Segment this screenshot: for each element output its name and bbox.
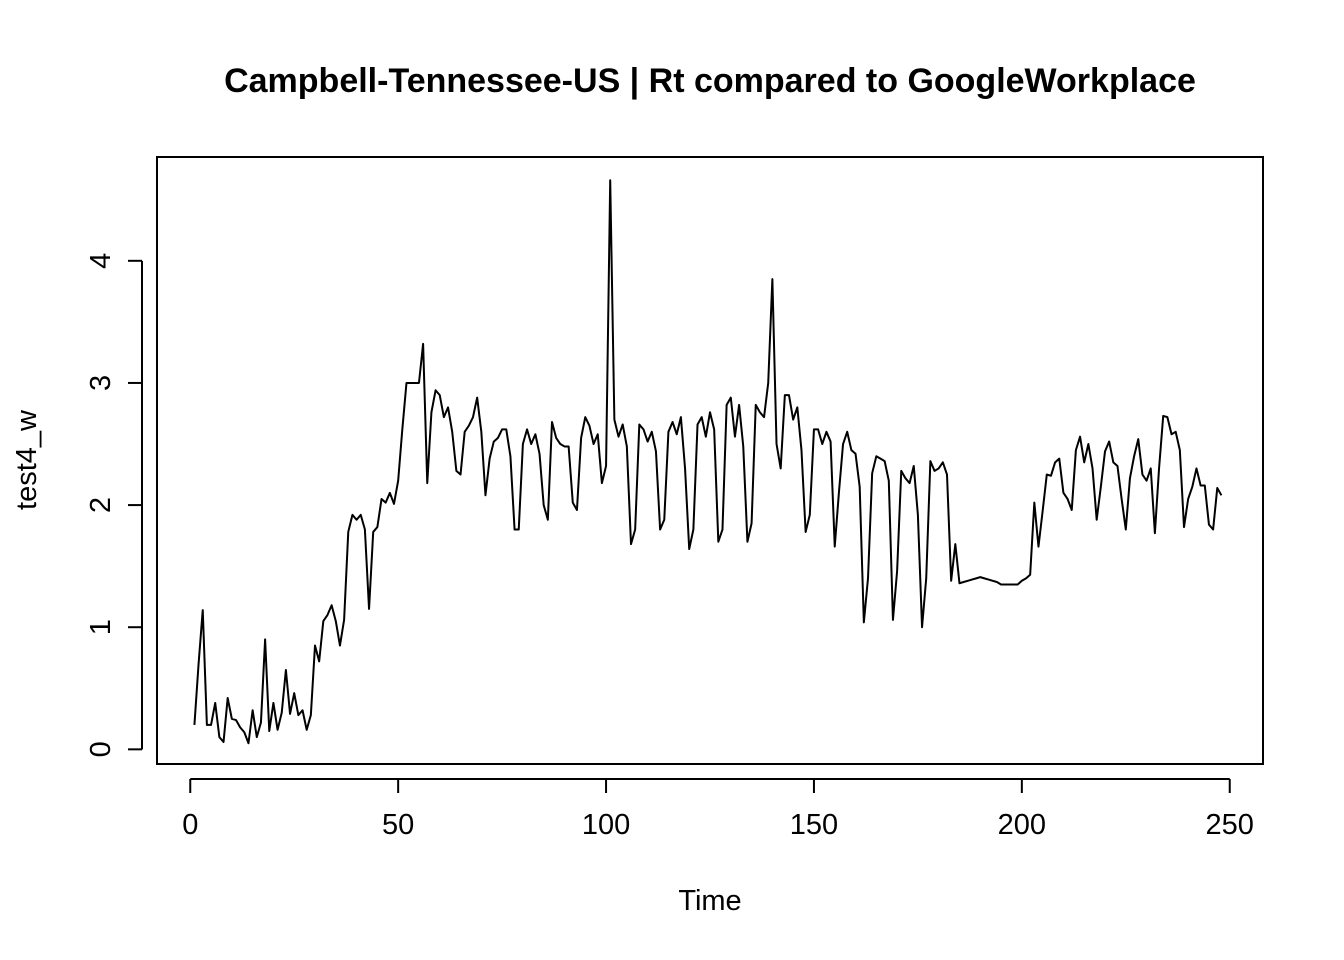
y-tick-label: 1 (85, 619, 117, 635)
y-tick-label: 4 (85, 253, 117, 269)
y-tick-label: 2 (85, 497, 117, 513)
y-axis-label: test4_w (11, 409, 43, 510)
series-line (193, 179, 1223, 745)
x-tick-label: 50 (382, 809, 414, 841)
y-tick-label: 0 (85, 741, 117, 757)
y-tick-label: 3 (85, 375, 117, 391)
x-tick-label: 100 (582, 809, 630, 841)
x-tick-label: 200 (998, 809, 1046, 841)
chart-title: Campbell-Tennessee-US | Rt compared to G… (224, 62, 1196, 100)
y-axis: 0 1 2 3 4 (85, 253, 143, 757)
x-axis: 0 50 100 150 200 250 (182, 778, 1254, 841)
x-tick-label: 250 (1206, 809, 1254, 841)
plot-frame (156, 156, 1264, 765)
x-tick-label: 150 (790, 809, 838, 841)
x-axis-label: Time (678, 885, 741, 917)
x-tick-label: 0 (182, 809, 198, 841)
